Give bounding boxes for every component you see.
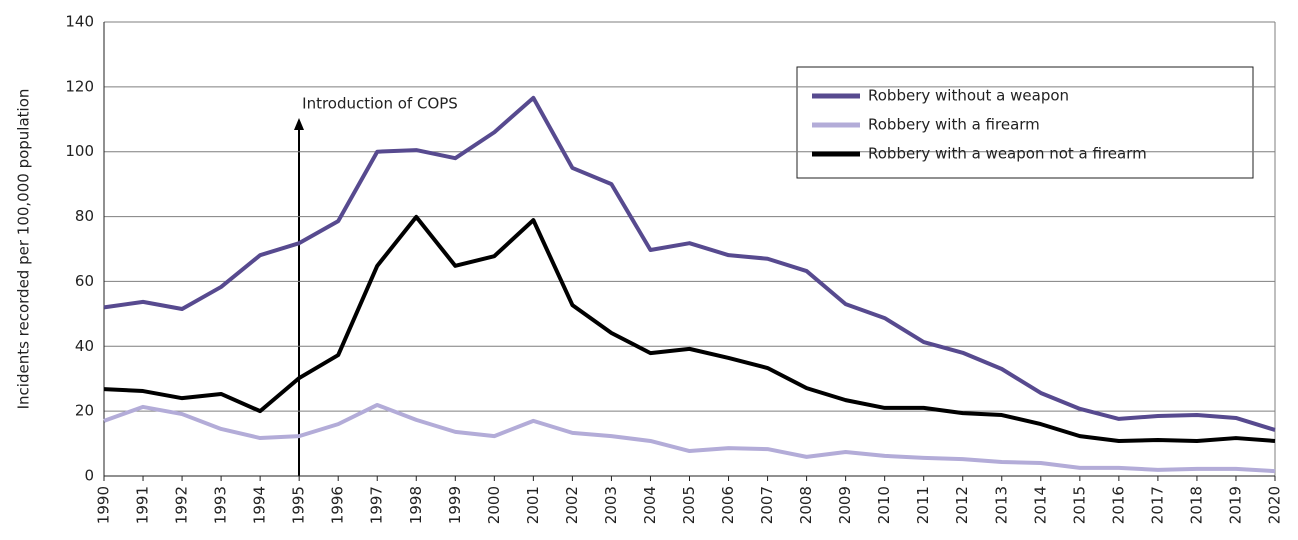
- x-tick-label: 2016: [1109, 486, 1127, 524]
- legend: [796, 66, 1254, 179]
- y-tick-label: 120: [65, 77, 94, 95]
- x-tick-label: 1991: [134, 486, 152, 524]
- legend-label: Robbery with a weapon not a firearm: [868, 145, 1147, 163]
- x-tick-label: 2001: [524, 486, 542, 524]
- x-tick-label: 2003: [602, 486, 620, 524]
- x-tick-label: 1997: [368, 486, 386, 524]
- y-tick-label: 100: [65, 142, 94, 160]
- y-tick-label: 20: [75, 402, 94, 420]
- x-tick-label: 2017: [1148, 486, 1166, 524]
- x-tick-label: 2000: [485, 486, 503, 524]
- x-tick-label: 2010: [875, 486, 893, 524]
- annotation: Introduction of COPS: [302, 95, 458, 113]
- x-tick-label: 2012: [953, 486, 971, 524]
- x-tick-label: 1993: [212, 486, 230, 524]
- x-tick-label: 2019: [1226, 486, 1244, 524]
- x-tick-label: 2009: [836, 486, 854, 524]
- x-tick-label: 1996: [329, 486, 347, 524]
- x-tick-label: 2020: [1266, 486, 1284, 524]
- x-tick-label: 2007: [758, 486, 776, 524]
- x-tick-label: 1990: [95, 486, 113, 524]
- x-tick-label: 1994: [251, 486, 269, 524]
- series-line: [103, 214, 1276, 443]
- x-tick-label: 2005: [680, 486, 698, 524]
- annotation-arrowhead: [294, 118, 304, 130]
- x-tick-label: 2004: [641, 486, 659, 524]
- x-tick-label: 2006: [719, 486, 737, 524]
- y-tick-label: 80: [75, 207, 94, 225]
- series-line: [103, 402, 1276, 474]
- y-tick-label: 60: [75, 272, 94, 290]
- x-tick-label: 1998: [407, 486, 425, 524]
- y-tick-label: 0: [84, 467, 94, 485]
- x-tick-label: 2002: [563, 486, 581, 524]
- x-tick-label: 1999: [446, 486, 464, 524]
- x-tick-label: 2013: [992, 486, 1010, 524]
- x-tick-label: 2008: [797, 486, 815, 524]
- x-tick-label: 2015: [1070, 486, 1088, 524]
- legend-label: Robbery with a firearm: [868, 116, 1040, 134]
- series-line: [103, 95, 1276, 432]
- x-tick-label: 2018: [1187, 486, 1205, 524]
- y-axis-label: Incidents recorded per 100,000 populatio…: [15, 89, 33, 410]
- x-tick-label: 2011: [914, 486, 932, 524]
- legend-label: Robbery without a weapon: [868, 87, 1069, 105]
- y-tick-label: 140: [65, 13, 94, 31]
- x-tick-label: 2014: [1031, 486, 1049, 524]
- x-tick-label: 1995: [290, 486, 308, 524]
- y-tick-label: 40: [75, 337, 94, 355]
- x-tick-label: 1992: [173, 486, 191, 524]
